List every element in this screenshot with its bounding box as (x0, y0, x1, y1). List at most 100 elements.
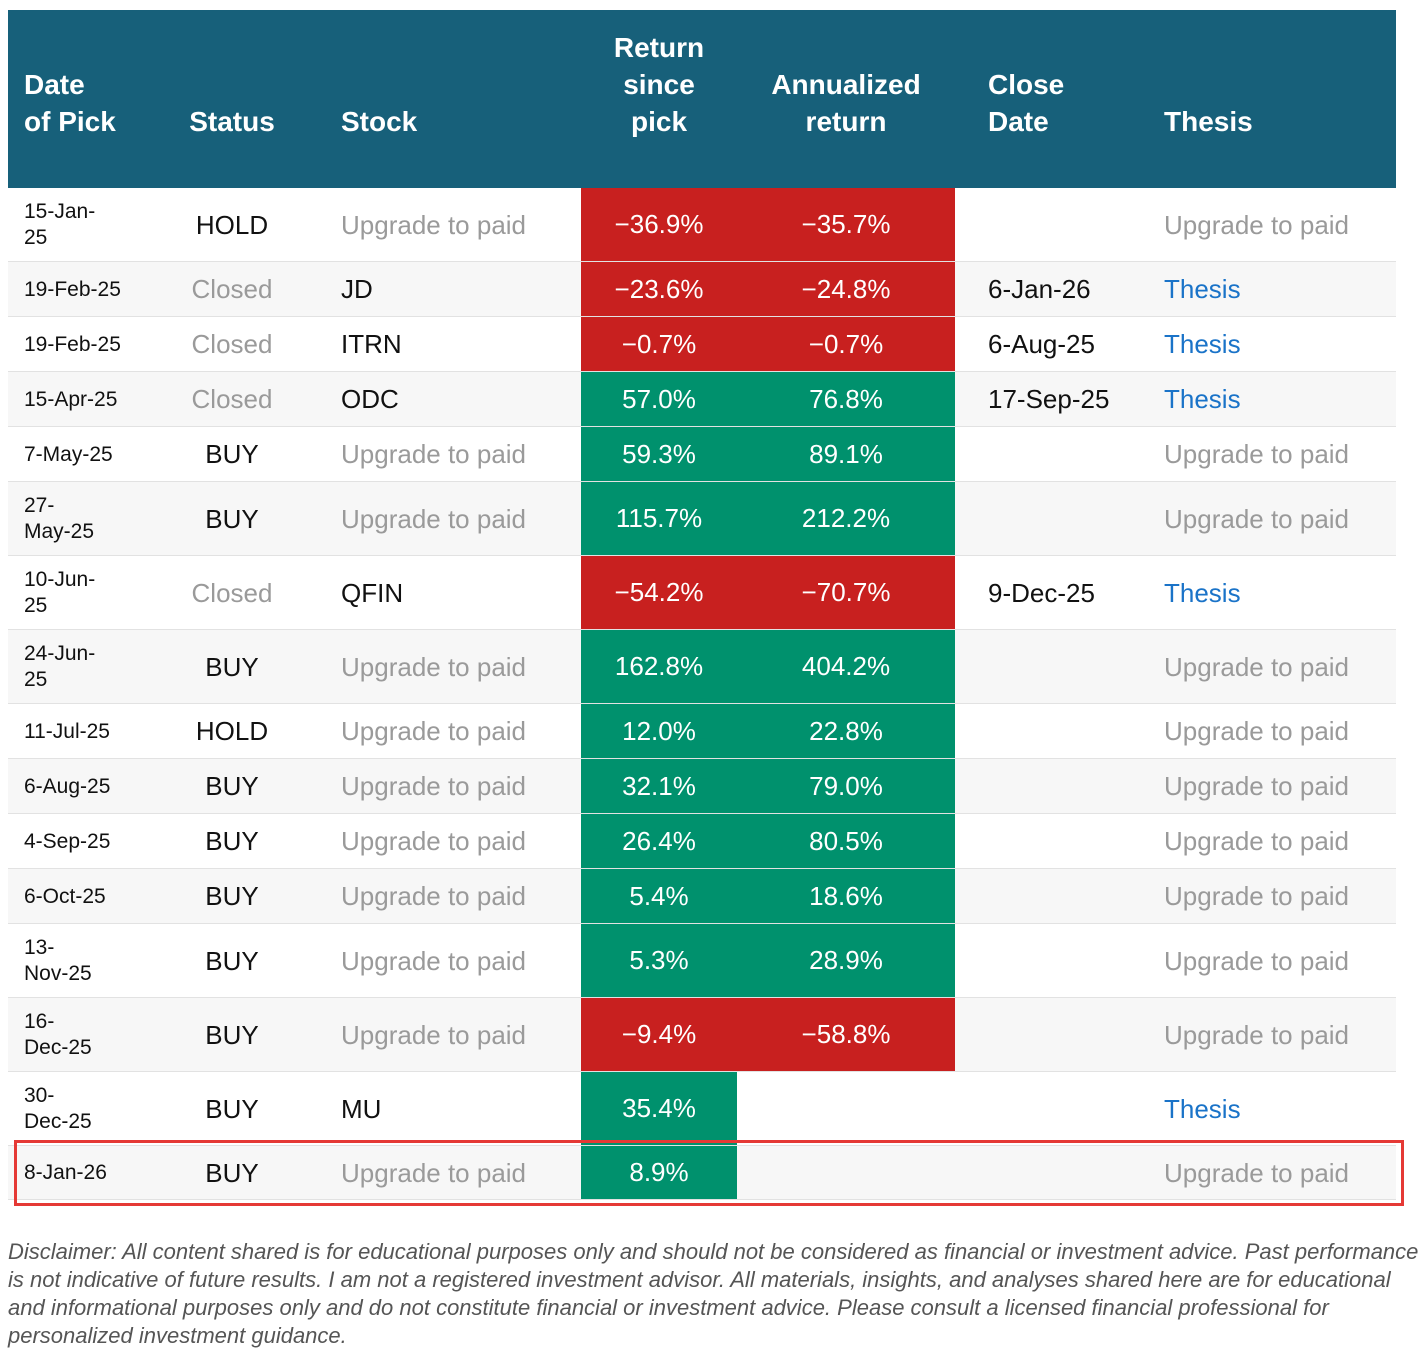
table-cell: 16-Dec-25 (24, 1010, 92, 1059)
header-cell: Return since pick (581, 10, 737, 188)
table-cell: 6-Aug-25 (24, 774, 111, 798)
table-cell: Upgrade to paid (1164, 1157, 1350, 1188)
table-cell: 8.9% (581, 1146, 737, 1199)
table-cell: −0.7% (581, 317, 737, 371)
header-cell: Stock (300, 10, 581, 188)
table-cell: Upgrade to paid (341, 771, 527, 801)
table-cell: 15-Apr-25 (24, 387, 118, 411)
table-cell: 6-Oct-25 (24, 884, 106, 908)
table-cell: QFIN (341, 577, 404, 608)
table-cell: JD (341, 274, 373, 304)
table-cell: MU (341, 1093, 382, 1124)
header-cell: Date of Pick (8, 10, 170, 188)
table-cell: Upgrade to paid (341, 826, 527, 856)
header-text: Stock (341, 106, 418, 137)
table-cell: 19-Feb-25 (24, 277, 121, 301)
table-cell: 22.8% (737, 704, 955, 758)
thesis-link[interactable]: Thesis (1164, 1093, 1241, 1124)
header-cell: Thesis (1140, 10, 1396, 188)
table-cell: 9-Dec-25 (988, 577, 1095, 608)
table-cell: BUY (205, 881, 259, 911)
table-cell: Upgrade to paid (1164, 439, 1350, 469)
table-cell: Closed (191, 384, 273, 414)
table-cell: 6-Aug-25 (988, 329, 1095, 359)
table-cell: 12.0% (581, 704, 737, 758)
table-cell: 10-Jun-25 (24, 568, 96, 617)
table-cell: Upgrade to paid (341, 881, 527, 911)
header-cell: Annualized return (737, 10, 955, 188)
table-cell: BUY (205, 1157, 259, 1188)
header-text: Annualized return (771, 69, 921, 137)
table-cell: Upgrade to paid (341, 209, 527, 240)
table-cell: BUY (205, 1019, 259, 1050)
header-cell: Status (170, 10, 294, 188)
table-cell: BUY (205, 503, 259, 534)
header-text: Status (189, 106, 275, 137)
table-cell: 5.3% (581, 924, 737, 997)
table-cell: BUY (205, 945, 259, 976)
table-cell: 11-Jul-25 (24, 719, 110, 743)
header-text: Close Date (988, 69, 1065, 137)
thesis-link[interactable]: Thesis (1164, 329, 1241, 359)
table-cell: BUY (205, 771, 259, 801)
table-cell: Upgrade to paid (1164, 826, 1350, 856)
table-cell: 19-Feb-25 (24, 332, 121, 356)
header-cell: Close Date (955, 10, 1140, 188)
table-cell: 79.0% (737, 759, 955, 813)
table-cell: Upgrade to paid (1164, 503, 1350, 534)
table-cell: Closed (191, 577, 273, 608)
table-cell: Upgrade to paid (341, 503, 527, 534)
table-cell: HOLD (195, 716, 269, 746)
table-cell: 5.4% (581, 869, 737, 923)
thesis-link[interactable]: Thesis (1164, 384, 1241, 414)
table-cell: 162.8% (581, 630, 737, 703)
table-cell: Upgrade to paid (341, 439, 527, 469)
table-cell: BUY (205, 826, 259, 856)
table-cell: Upgrade to paid (1164, 1019, 1350, 1050)
table-cell: 28.9% (737, 924, 955, 997)
table-cell: 76.8% (737, 372, 955, 426)
table-cell: 35.4% (581, 1072, 737, 1145)
table-cell: 26.4% (581, 814, 737, 868)
table-cell: BUY (205, 1093, 259, 1124)
table-cell: −70.7% (737, 556, 955, 629)
table-cell: 18.6% (737, 869, 955, 923)
header-text: Thesis (1164, 106, 1253, 137)
table-cell: Closed (191, 329, 273, 359)
table-cell: 59.3% (581, 427, 737, 481)
table-cell: 57.0% (581, 372, 737, 426)
table-cell: 7-May-25 (24, 442, 113, 466)
table-cell: 8-Jan-26 (24, 1161, 107, 1184)
table-cell: Upgrade to paid (341, 651, 527, 682)
header-text: Return since pick (613, 32, 705, 137)
table-cell: 13-Nov-25 (24, 936, 92, 985)
disclaimer: Disclaimer: All content shared is for ed… (8, 1239, 1419, 1348)
table-cell: Upgrade to paid (341, 1019, 527, 1050)
table-cell: −54.2% (581, 556, 737, 629)
table-cell: 27-May-25 (24, 494, 95, 543)
thesis-link[interactable]: Thesis (1164, 274, 1241, 304)
table-cell: Upgrade to paid (341, 716, 527, 746)
table-cell: ITRN (341, 329, 402, 359)
table-cell: −35.7% (737, 188, 955, 261)
table-cell: Upgrade to paid (1164, 209, 1350, 240)
table-cell: −58.8% (737, 998, 955, 1071)
table-cell: BUY (205, 651, 259, 682)
table-cell: −36.9% (581, 188, 737, 261)
table-cell: Upgrade to paid (341, 945, 527, 976)
table-cell: HOLD (195, 209, 269, 240)
thesis-link[interactable]: Thesis (1164, 577, 1241, 608)
table-cell: ODC (341, 384, 399, 414)
table-cell: Closed (191, 274, 273, 304)
table-cell: Upgrade to paid (1164, 945, 1350, 976)
table-cell: −9.4% (581, 998, 737, 1071)
table-cell: 115.7% (581, 482, 737, 555)
table-cell: 80.5% (737, 814, 955, 868)
table-header (8, 10, 1396, 188)
table-cell: 4-Sep-25 (24, 829, 111, 853)
table-cell: Upgrade to paid (1164, 716, 1350, 746)
table-cell: Upgrade to paid (1164, 771, 1350, 801)
table-cell: 212.2% (737, 482, 955, 555)
table-cell: Upgrade to paid (341, 1157, 527, 1188)
